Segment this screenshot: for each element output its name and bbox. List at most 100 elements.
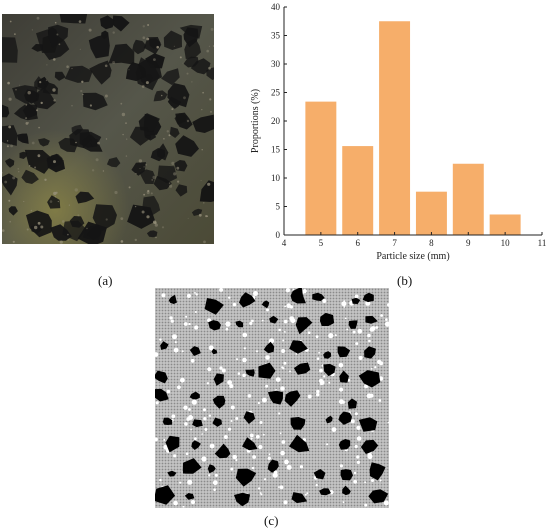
mortar-particle xyxy=(261,397,267,403)
sand-speck xyxy=(173,45,175,47)
sand-speck xyxy=(207,182,211,186)
mortar-particle xyxy=(384,321,389,327)
sand-speck xyxy=(202,91,204,94)
mortar-particle xyxy=(194,311,197,313)
aggregate-particle xyxy=(234,492,251,507)
sand-speck xyxy=(206,49,209,53)
aggregate-particle xyxy=(192,419,203,428)
aggregate-particle xyxy=(360,439,379,454)
aggregate-stone xyxy=(142,195,161,216)
mortar-particle xyxy=(304,493,307,496)
mortar-particle xyxy=(242,332,248,338)
mortar-particle xyxy=(230,467,234,471)
mortar-particle xyxy=(355,342,359,346)
mortar-particle xyxy=(370,326,376,331)
mortar-particle xyxy=(316,357,320,360)
aggregate-stone xyxy=(100,15,115,30)
sand-speck xyxy=(134,238,137,242)
mortar-particle xyxy=(180,377,185,383)
sand-speck xyxy=(6,140,9,142)
mortar-particle xyxy=(219,288,224,292)
x-tick-label: 5 xyxy=(319,238,324,248)
mortar-particle xyxy=(194,325,199,330)
aggregate-stone xyxy=(88,33,110,59)
sand-speck xyxy=(31,141,35,145)
aggregate-particle xyxy=(245,369,255,377)
caption-b: (b) xyxy=(397,273,413,288)
mortar-particle xyxy=(387,421,389,424)
sand-speck xyxy=(128,186,131,189)
mortar-particle xyxy=(357,328,363,334)
aggregate-particle xyxy=(365,315,378,324)
sand-speck xyxy=(61,220,65,223)
sand-speck xyxy=(54,21,57,24)
mortar-particle xyxy=(378,399,382,402)
sand-speck xyxy=(89,104,92,107)
aggregate-stone xyxy=(106,157,121,168)
sand-speck xyxy=(12,176,16,180)
mortar-particle xyxy=(285,288,291,293)
mortar-particle xyxy=(275,389,277,391)
aggregate-particle xyxy=(235,468,257,487)
aggregate-stone xyxy=(167,83,190,108)
mortar-particle xyxy=(188,322,191,326)
sand-speck xyxy=(147,24,150,26)
sand-speck xyxy=(10,144,14,148)
sand-speck xyxy=(145,164,147,166)
aggregate-stone xyxy=(5,158,15,168)
aggregate-particle xyxy=(337,346,351,358)
sand-speck xyxy=(145,81,149,85)
mortar-particle xyxy=(354,412,358,416)
sand-speck xyxy=(2,172,3,174)
sand-speck xyxy=(179,56,182,59)
aggregate-particle xyxy=(358,370,381,388)
mortar-particle xyxy=(173,454,177,458)
x-tick-label: 8 xyxy=(429,238,434,248)
mortar-particle xyxy=(190,358,195,363)
mortar-particle xyxy=(172,334,177,340)
aggregate-stone xyxy=(16,133,29,144)
aggregate-particle xyxy=(347,398,357,409)
aggregate-stone xyxy=(192,114,214,133)
aggregate-particle xyxy=(184,493,195,500)
mortar-particle xyxy=(369,393,374,398)
mortar-particle xyxy=(368,339,371,343)
mortar-particle xyxy=(194,292,196,294)
mortar-particle xyxy=(353,471,357,475)
aggregate-stone xyxy=(206,67,214,80)
mortar-particle xyxy=(383,500,389,506)
aggregate-stone xyxy=(64,65,93,83)
mortar-particle xyxy=(316,389,320,394)
sand-speck xyxy=(8,125,12,129)
sand-speck xyxy=(191,81,193,83)
mortar-particle xyxy=(364,481,366,484)
aggregate-particle xyxy=(290,288,306,304)
sand-speck xyxy=(88,28,92,32)
aggregate-stone xyxy=(175,184,188,197)
aggregate-stone xyxy=(75,191,95,204)
sand-speck xyxy=(125,122,127,124)
aggregate-particle xyxy=(369,462,386,481)
mortar-particle xyxy=(257,487,261,490)
mortar-particle xyxy=(367,333,371,338)
mortar-particle xyxy=(379,479,382,482)
mortar-particle xyxy=(280,386,285,391)
simulation-image xyxy=(155,288,389,508)
sand-speck xyxy=(151,179,153,181)
aggregate-particle xyxy=(291,492,308,504)
mortar-particle xyxy=(229,384,234,389)
sand-speck xyxy=(46,64,48,66)
sand-speck xyxy=(122,133,124,136)
mortar-particle xyxy=(334,334,337,337)
sand-speck xyxy=(155,236,157,239)
aggregate-stone xyxy=(31,225,43,234)
aggregate-stone xyxy=(112,15,130,32)
mortar-particle xyxy=(169,316,173,320)
sand-speck xyxy=(121,112,126,117)
mortar-particle xyxy=(364,384,369,389)
sand-speck xyxy=(104,64,108,68)
aggregate-stone xyxy=(138,113,160,132)
sand-speck xyxy=(53,58,56,61)
mortar-particle xyxy=(188,415,194,420)
